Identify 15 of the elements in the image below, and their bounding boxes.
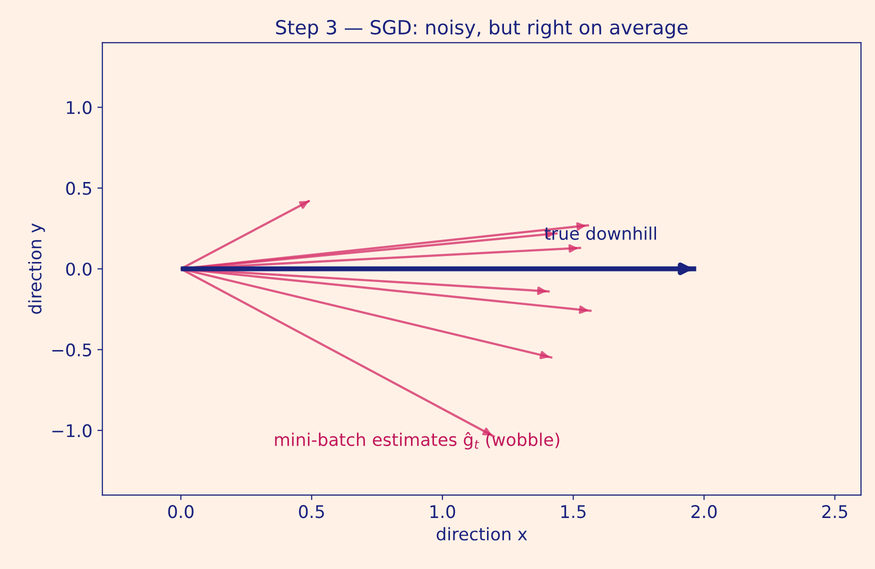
x-tick-label: 0.5 <box>298 505 324 518</box>
x-tick-label: 2.5 <box>822 505 848 518</box>
y-tick-label: 0.5 <box>66 182 92 195</box>
annotation: mini-batch estimates ĝ$_{t}$ (wobble) <box>275 432 560 450</box>
y-axis-title: direction y <box>28 223 45 314</box>
chart-title: Step 3 — SGD: noisy, but right on average <box>276 20 688 38</box>
y-tick-label: −1.0 <box>52 424 92 438</box>
x-axis-title: direction x <box>436 527 528 541</box>
x-tick-label: 1.0 <box>430 505 456 518</box>
x-tick-label: 2.0 <box>692 505 717 518</box>
y-tick-label: −0.5 <box>52 343 92 356</box>
x-tick-label: 0.0 <box>168 505 194 518</box>
y-tick-label: 0.0 <box>66 262 92 276</box>
y-tick-label: 1.0 <box>66 101 92 114</box>
x-tick-label: 1.5 <box>561 505 586 518</box>
